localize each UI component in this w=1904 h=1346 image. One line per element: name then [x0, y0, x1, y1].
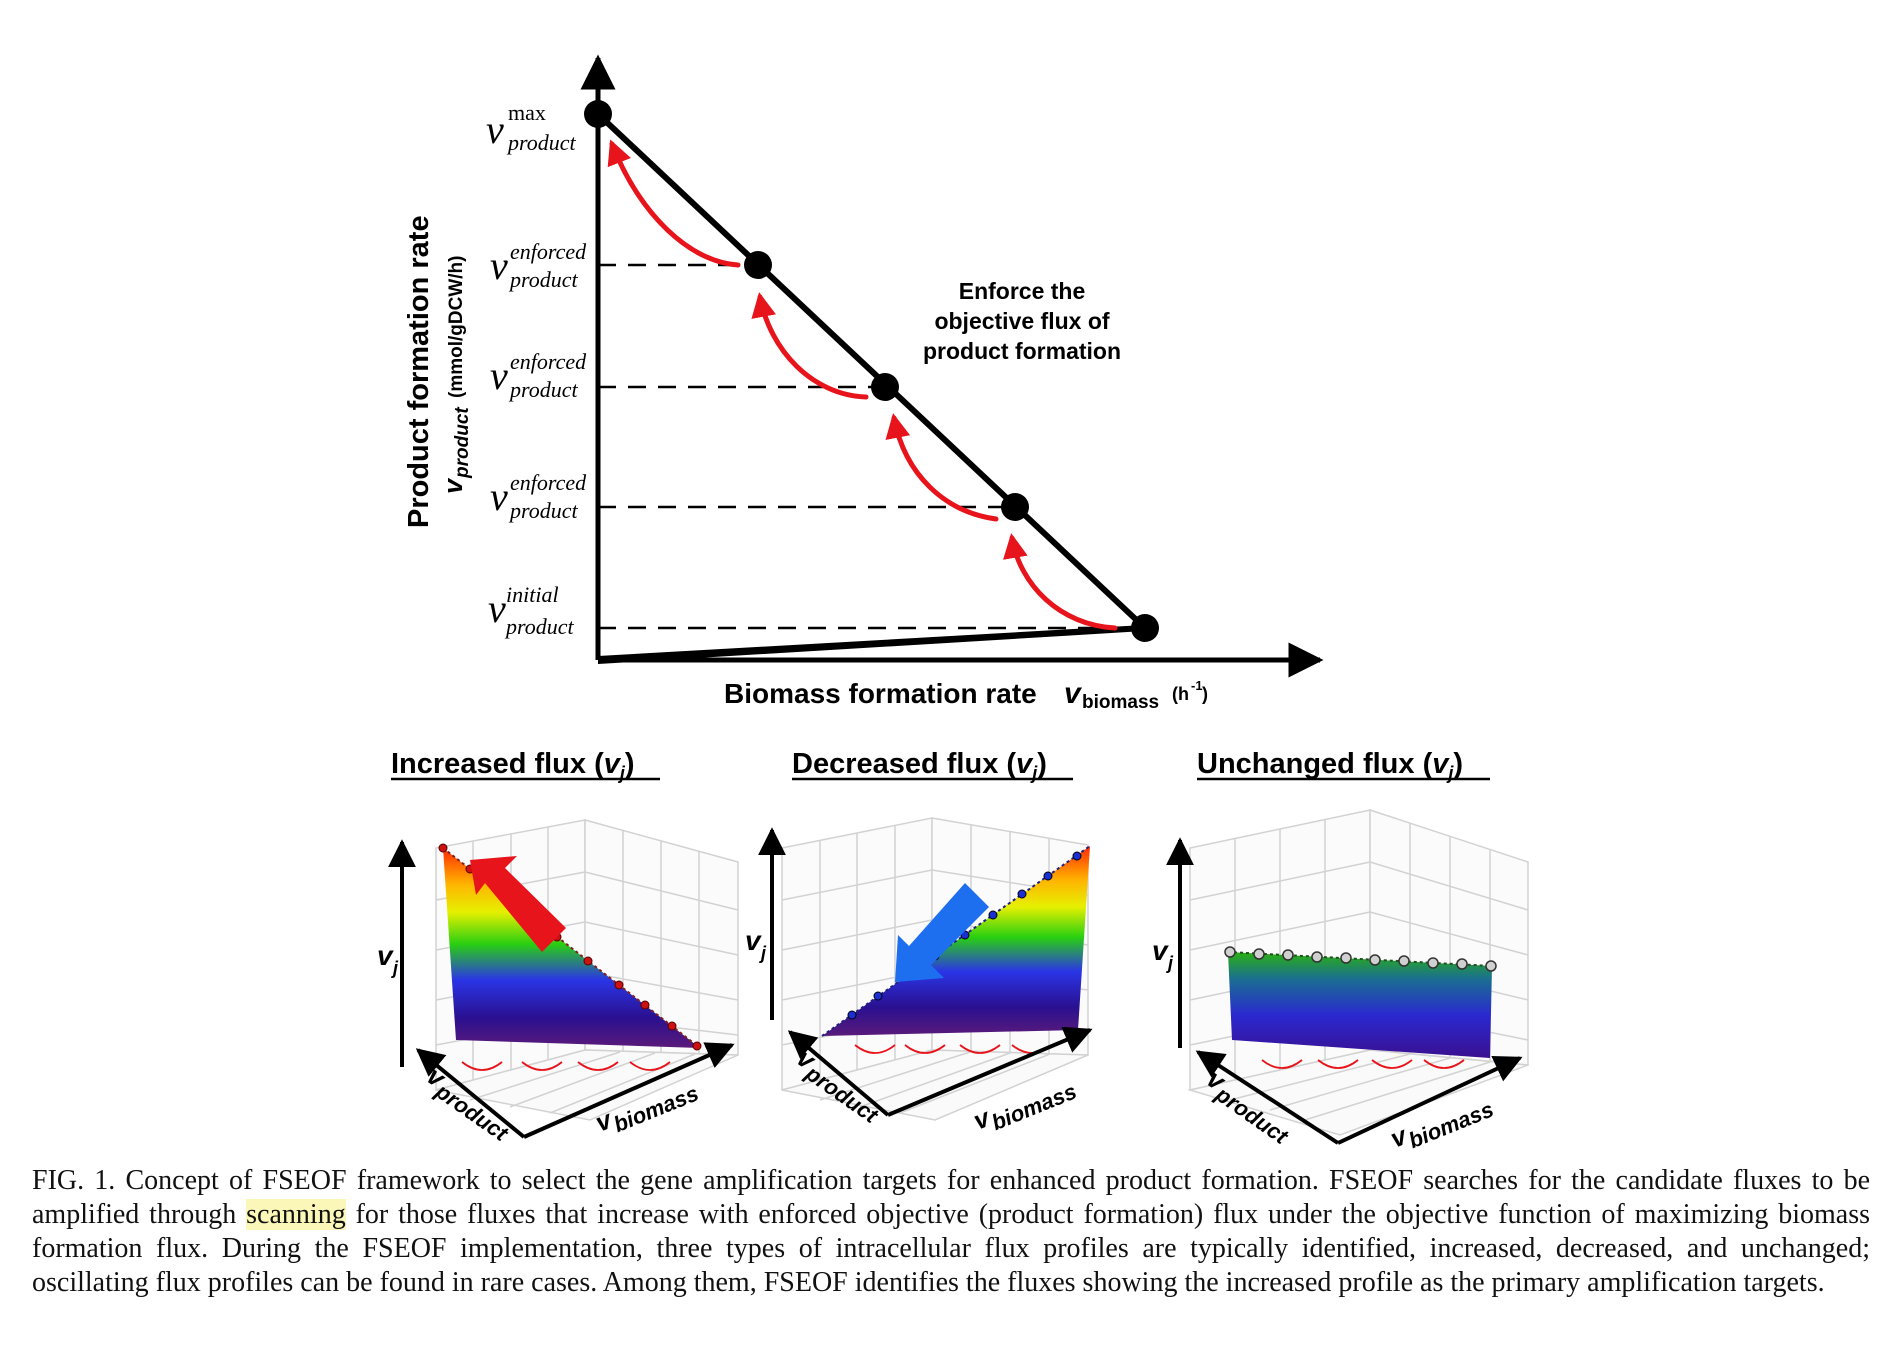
svg-text:product: product [506, 130, 577, 155]
red-arrow-2 [885, 413, 999, 522]
svg-text:Enforce the: Enforce the [959, 278, 1086, 304]
figure-caption: FIG. 1. Concept of FSEOF framework to se… [32, 1164, 1870, 1300]
panel-1-arcs [461, 1061, 671, 1071]
svg-text:Decreased flux (vj): Decreased flux (vj) [792, 748, 1047, 783]
panel-title-increased: Increased flux (vj) [391, 748, 660, 783]
svg-text:(h: (h [1172, 684, 1189, 704]
panel-2-big-arrow [895, 883, 989, 982]
svg-text:-1: -1 [1191, 678, 1203, 693]
svg-text:product formation: product formation [923, 338, 1121, 364]
svg-text:v: v [490, 474, 508, 519]
svg-text:v: v [488, 586, 506, 631]
y-tick-max: v max product [486, 100, 577, 155]
svg-text:Biomass formation rate: Biomass formation rate [724, 678, 1037, 709]
caption-part-1: FIG. 1. Concept of FSEOF framework to se… [32, 1165, 1870, 1230]
y-axis-title: Product formation rate [403, 215, 435, 528]
red-arrow-4 [607, 139, 741, 268]
panel-2-y-label: v [745, 925, 762, 956]
svg-text:initial: initial [506, 582, 559, 607]
svg-text:enforced: enforced [510, 349, 587, 374]
trade-off-line [595, 111, 1148, 631]
y-tick-initial: v initial product [488, 582, 575, 639]
y-tick-labels: v max product v enforced product v enfor… [486, 100, 587, 639]
panel-title-unchanged: Unchanged flux (vj) [1197, 748, 1490, 783]
panel-title-decreased: Decreased flux (vj) [792, 748, 1073, 783]
x-axis-title: Biomass formation rate v biomass (h -1 ) [724, 677, 1208, 713]
svg-text:enforced: enforced [510, 239, 587, 264]
svg-text:v: v [1064, 677, 1083, 710]
flux-points [584, 100, 1159, 642]
svg-text:max: max [508, 100, 546, 125]
point-enforced-1 [1001, 493, 1029, 521]
svg-text:product: product [504, 614, 575, 639]
svg-text:v: v [486, 107, 504, 152]
panel-3-arcs [1261, 1059, 1465, 1069]
svg-text:v: v [490, 243, 508, 288]
panel-3-surface [1228, 952, 1492, 1058]
svg-text:product: product [508, 377, 579, 402]
caption-part-2: for those fluxes that increase with enfo… [32, 1199, 1871, 1298]
panel-decreased: v j v product v biomass [745, 817, 1093, 1136]
panel-titles: Increased flux (vj) Decreased flux (vj) … [391, 748, 1490, 783]
point-max [584, 100, 612, 128]
svg-text:): ) [1202, 684, 1208, 704]
top-chart: v max product v enforced product v enfor… [403, 54, 1324, 713]
svg-text:j: j [1166, 953, 1174, 973]
svg-text:j: j [391, 958, 399, 978]
panel-unchanged: v j v product v biomass [1152, 808, 1529, 1154]
caption-highlight: scanning [246, 1199, 346, 1230]
svg-text:product: product [452, 407, 473, 479]
initial-wedge [598, 625, 1145, 664]
panel-1-y-label: v [377, 940, 394, 971]
red-arrow-1 [1003, 533, 1118, 631]
svg-text:biomass: biomass [1082, 692, 1159, 713]
y-axis-subtitle: v product (mmol/gDCW/h) [438, 256, 473, 494]
panel-increased: v j v product v biomass [377, 819, 739, 1147]
point-enforced-2 [871, 373, 899, 401]
panel-1-big-arrow [470, 856, 566, 952]
svg-text:j: j [759, 943, 767, 963]
red-arrows [607, 139, 1118, 631]
red-arrow-3 [751, 292, 869, 400]
panel-3-dots [1224, 946, 1497, 972]
svg-text:(mmol/gDCW/h): (mmol/gDCW/h) [446, 256, 467, 398]
y-tick-enforced-2: v enforced product [490, 349, 587, 402]
svg-text:Unchanged flux (vj): Unchanged flux (vj) [1197, 748, 1463, 783]
svg-text:Increased flux (vj): Increased flux (vj) [391, 748, 635, 783]
point-enforced-3 [744, 251, 772, 279]
svg-text:v: v [438, 477, 468, 494]
svg-text:objective flux of: objective flux of [934, 308, 1109, 334]
y-tick-enforced-1: v enforced product [490, 470, 587, 523]
panel-3-y-label: v [1152, 935, 1169, 966]
svg-text:product: product [508, 267, 579, 292]
point-initial [1131, 614, 1159, 642]
svg-text:v: v [490, 353, 508, 398]
annotation: Enforce the objective flux of product fo… [923, 278, 1121, 364]
y-tick-enforced-3: v enforced product [490, 239, 587, 292]
svg-text:enforced: enforced [510, 470, 587, 495]
svg-text:product: product [508, 498, 579, 523]
svg-text:Product formation rate: Product formation rate [403, 215, 435, 528]
